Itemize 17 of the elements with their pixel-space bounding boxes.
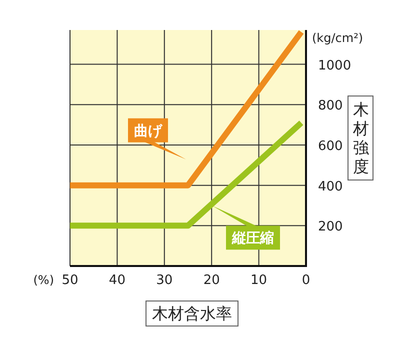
y-tick-label: 800 <box>318 98 343 114</box>
x-tick-label: 0 <box>302 273 310 288</box>
x-tick-label: 30 <box>156 273 173 288</box>
x-tick-label: 20 <box>203 273 220 288</box>
y-axis-title: 木材強度 <box>352 100 369 176</box>
legend-label: 縦圧縮 <box>231 230 274 247</box>
text: 曲げ <box>134 123 163 140</box>
y-tick-label: 200 <box>318 220 343 235</box>
y-tick-label: 1000 <box>318 58 352 74</box>
x-tick-label: 50 <box>62 273 78 288</box>
text: (kg/cm²) <box>312 31 364 45</box>
x-tick-label: 10 <box>250 273 268 288</box>
x-tick-label: 40 <box>108 273 126 288</box>
text: (%) <box>33 273 54 287</box>
x-axis-title: 木材含水率 <box>152 304 232 323</box>
y-tick-label: 600 <box>318 138 343 154</box>
y-tick-label: 400 <box>318 179 343 194</box>
